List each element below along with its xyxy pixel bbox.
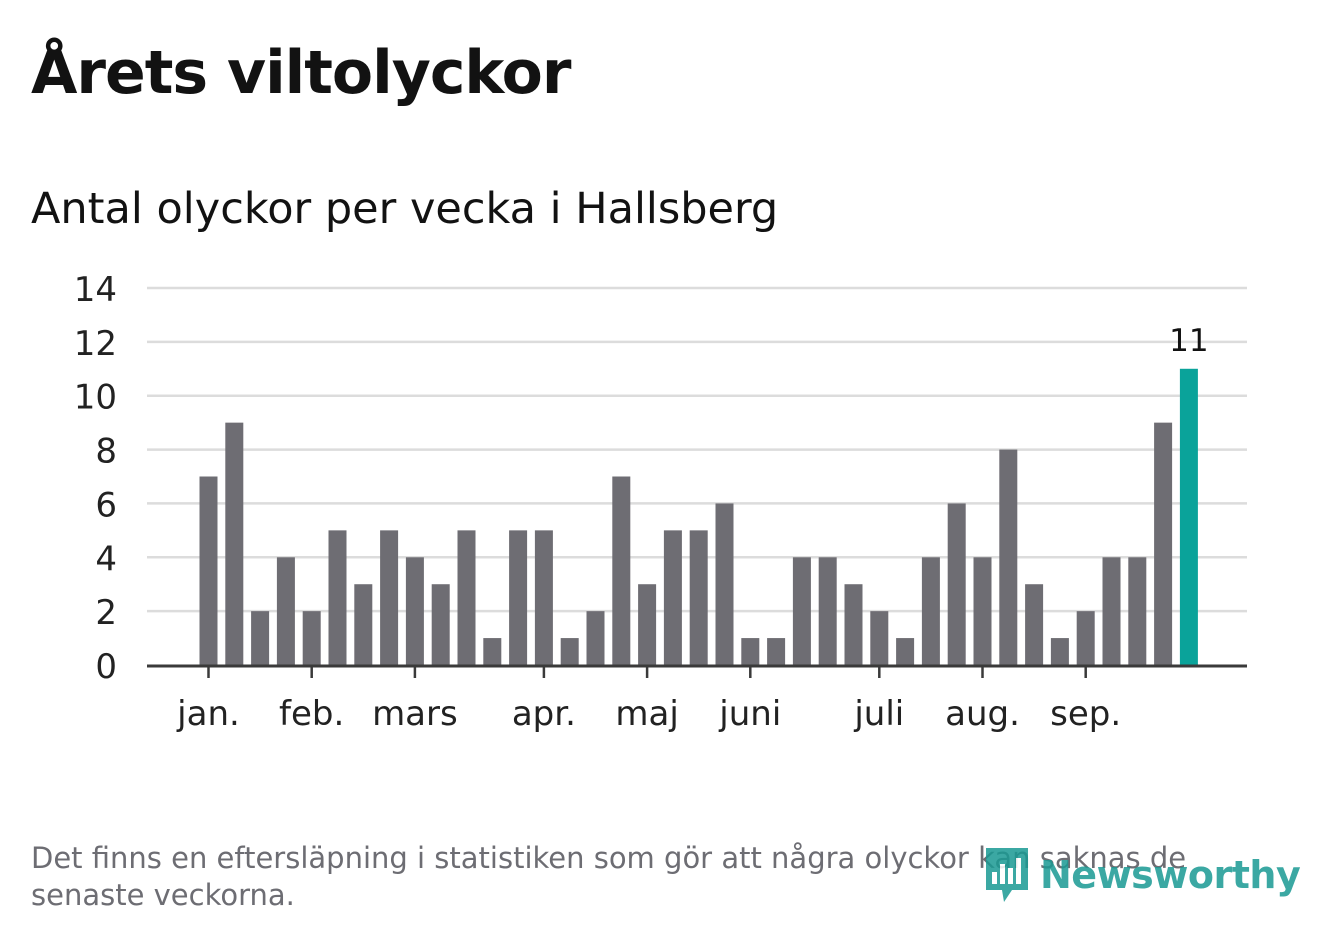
- x-axis-ticks: jan. feb. mars apr. maj juni juli aug. sep.: [176, 667, 1121, 734]
- bar: [1102, 557, 1121, 665]
- y-tick-label: 10: [74, 378, 117, 418]
- bar: [1076, 611, 1095, 665]
- bar: [1050, 638, 1069, 665]
- y-tick-label: 4: [95, 539, 117, 579]
- x-tick-label: mars: [372, 694, 458, 734]
- x-tick-label: jan.: [176, 694, 240, 734]
- bar: [380, 530, 399, 665]
- y-tick-label: 8: [95, 432, 117, 472]
- chart-title: Årets viltolyckor: [31, 38, 571, 108]
- bar: [1128, 557, 1147, 665]
- bar: [251, 611, 270, 665]
- bar: [741, 638, 760, 665]
- y-axis-ticks: 0 2 4 6 8 10 12 14: [74, 270, 117, 687]
- bar: [534, 530, 553, 665]
- bar: [509, 530, 528, 665]
- y-tick-label: 0: [95, 647, 117, 687]
- y-tick-label: 6: [95, 485, 117, 525]
- bars: [199, 368, 1198, 665]
- bar: [302, 611, 321, 665]
- x-tick-label: aug.: [945, 694, 1020, 734]
- bar-chart-speech-bubble-icon: [986, 848, 1028, 902]
- bar: [715, 503, 734, 665]
- bar: [328, 530, 347, 665]
- y-tick-label: 2: [95, 593, 117, 633]
- bar: [457, 530, 476, 665]
- bar: [999, 449, 1018, 665]
- bar: [354, 584, 373, 665]
- bar: [612, 476, 631, 665]
- y-tick-label: 14: [74, 270, 117, 310]
- bar: [973, 557, 992, 665]
- bar: [276, 557, 295, 665]
- data-labels: 11: [1169, 323, 1208, 359]
- bar: [689, 530, 708, 665]
- x-tick-label: juli: [853, 694, 904, 734]
- bar: [431, 584, 450, 665]
- bar: [199, 476, 218, 665]
- bar: [792, 557, 811, 665]
- x-tick-label: maj: [615, 694, 678, 734]
- chart-subtitle: Antal olyckor per vecka i Hallsberg: [31, 184, 779, 234]
- bar: [1025, 584, 1044, 665]
- logo-text: Newsworthy: [1040, 853, 1301, 897]
- bar: [405, 557, 424, 665]
- bar: [560, 638, 579, 665]
- bar: [1154, 422, 1173, 665]
- bar-highlight: [1179, 368, 1198, 665]
- data-label-highlight: 11: [1169, 323, 1208, 359]
- bar: [870, 611, 889, 665]
- bar: [921, 557, 940, 665]
- x-tick-label: juni: [718, 694, 781, 734]
- bar: [483, 638, 502, 665]
- bar: [663, 530, 682, 665]
- newsworthy-logo: Newsworthy: [982, 844, 1301, 906]
- bar: [844, 584, 863, 665]
- bar: [947, 503, 966, 665]
- bar: [818, 557, 837, 665]
- bar: [586, 611, 605, 665]
- x-tick-label: sep.: [1050, 694, 1121, 734]
- bar: [896, 638, 915, 665]
- bar: [225, 422, 244, 665]
- y-tick-label: 12: [74, 324, 117, 364]
- bar: [767, 638, 786, 665]
- x-tick-label: apr.: [512, 694, 576, 734]
- x-tick-label: feb.: [279, 694, 344, 734]
- bar: [638, 584, 657, 665]
